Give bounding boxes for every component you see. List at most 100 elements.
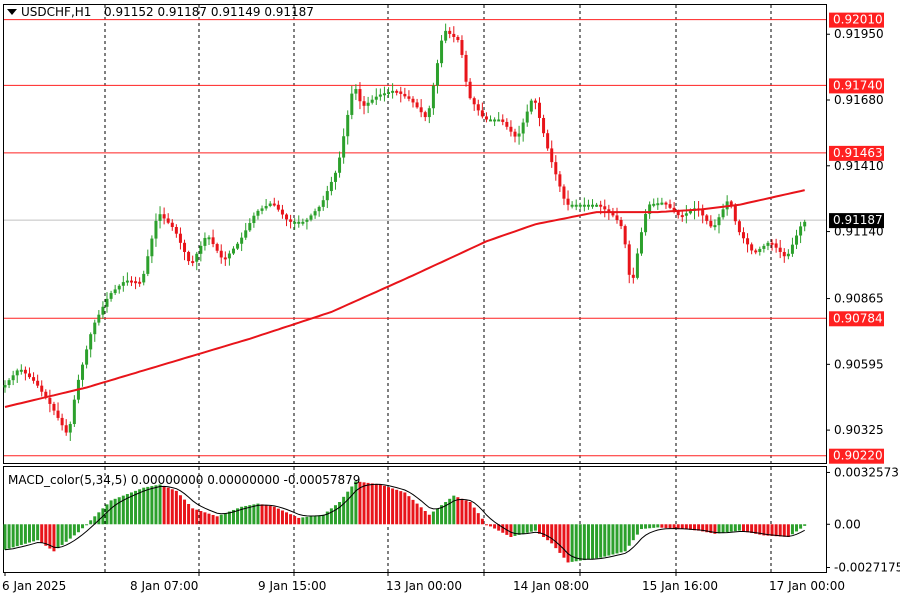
macd-bar	[627, 524, 631, 546]
macd-bar	[40, 524, 44, 543]
macd-bar	[276, 508, 280, 525]
macd-bar	[411, 499, 415, 525]
candle-body	[489, 119, 493, 122]
candle-body	[391, 90, 395, 93]
candle-body	[187, 251, 191, 262]
macd-bar	[733, 524, 737, 532]
level-price-label: 0.91740	[833, 78, 883, 92]
candle-body	[595, 204, 599, 207]
candle-body	[591, 204, 595, 207]
candle-body	[476, 104, 480, 111]
candle-body	[280, 209, 284, 215]
current-price-tag	[829, 213, 884, 229]
macd-bar	[134, 490, 138, 525]
candle-body	[570, 204, 574, 207]
candle-body	[782, 251, 786, 257]
macd-bar	[676, 524, 680, 529]
macd-bar	[285, 512, 289, 525]
macd-bar	[321, 514, 325, 525]
candle-body	[795, 235, 799, 245]
macd-bar	[27, 524, 31, 543]
macd-bar	[709, 524, 713, 534]
macd-bar	[672, 524, 676, 529]
candle-body	[607, 209, 611, 213]
candle-body	[546, 133, 550, 149]
candle-body	[256, 210, 260, 216]
candle-body	[170, 222, 174, 227]
macd-bar	[484, 524, 488, 526]
candle-body	[582, 204, 586, 207]
candle-body	[729, 201, 733, 206]
candle-body	[688, 210, 692, 214]
macd-bar	[358, 481, 362, 525]
candle-body	[635, 253, 639, 278]
macd-bar	[15, 524, 19, 547]
macd-bar	[313, 515, 317, 525]
level-price-tag	[829, 12, 884, 28]
candle-body	[146, 256, 150, 274]
candle-body	[440, 40, 444, 64]
candle-body	[89, 334, 93, 350]
macd-bar	[615, 524, 619, 554]
macd-bar	[166, 487, 170, 525]
macd-tick-label: -0.0027175	[834, 561, 900, 575]
candle-body	[219, 250, 223, 258]
candle-body	[680, 215, 684, 218]
candle-body	[236, 243, 240, 249]
candle-body	[129, 280, 133, 283]
candle-body	[174, 226, 178, 234]
macd-bar	[766, 524, 770, 536]
macd-bar	[183, 499, 187, 525]
macd-bar	[85, 524, 89, 526]
candle-body	[248, 223, 252, 231]
candle-body	[493, 119, 497, 122]
macd-bar	[187, 503, 191, 525]
candle-body	[105, 298, 109, 307]
macd-bar	[354, 481, 358, 525]
macd-bar	[178, 495, 182, 525]
candle-body	[754, 250, 758, 253]
level-price-tag	[829, 78, 884, 94]
macd-signal-line	[4, 483, 805, 560]
candle-body	[472, 98, 476, 105]
moving-average	[4, 189, 805, 408]
macd-bar	[293, 516, 297, 525]
macd-bar	[68, 524, 72, 539]
macd-bar	[480, 518, 484, 525]
macd-bar	[448, 498, 452, 525]
candle-body	[652, 203, 656, 206]
candle-body	[578, 204, 582, 207]
macd-bar	[142, 487, 146, 525]
macd-bar	[452, 495, 456, 525]
level-price-label: 0.91463	[833, 146, 883, 160]
macd-bar	[750, 524, 754, 534]
collapse-triangle-icon[interactable]	[7, 9, 17, 15]
main-price-panel[interactable]	[3, 4, 827, 464]
candle-body	[240, 237, 244, 244]
macd-bar	[113, 498, 117, 525]
macd-bar	[754, 524, 758, 534]
candle-body	[672, 207, 676, 212]
macd-bar	[199, 511, 203, 525]
macd-bar	[635, 524, 639, 535]
candle-body	[566, 198, 570, 205]
time-tick-label: 6 Jan 2025	[2, 579, 66, 593]
macd-bar	[109, 500, 113, 525]
candle-body	[619, 219, 623, 227]
macd-bar	[378, 484, 382, 525]
macd-bar	[236, 508, 240, 525]
candle-body	[134, 281, 138, 284]
candle-body	[562, 186, 566, 199]
candle-body	[138, 281, 142, 284]
macd-bar	[623, 524, 627, 552]
candle-body	[325, 191, 329, 201]
candle-body	[154, 220, 158, 239]
macd-bar	[705, 524, 709, 533]
macd-bar	[387, 487, 391, 525]
macd-bar	[56, 524, 60, 549]
candle-body	[423, 112, 427, 118]
macd-bar	[440, 505, 444, 525]
macd-bar	[338, 502, 342, 525]
macd-bar	[529, 524, 533, 532]
